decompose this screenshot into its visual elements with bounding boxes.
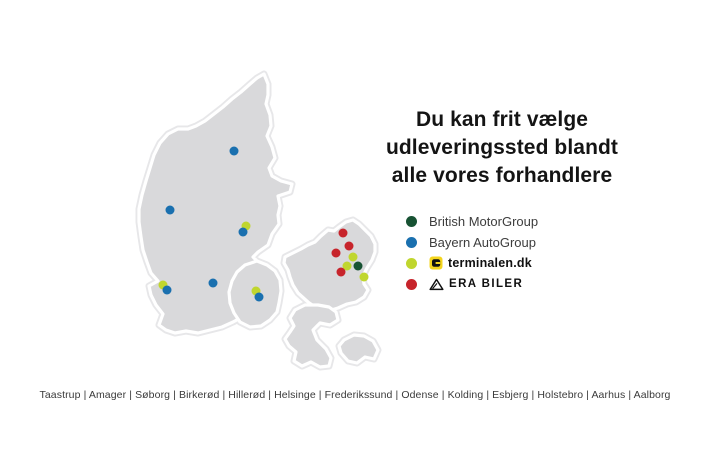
era-biler-dot-icon: [406, 278, 417, 290]
legend-label: British MotorGroup: [429, 213, 539, 229]
map-location-dot: [336, 267, 346, 277]
legend-item-bayern-autogroup: Bayern AutoGroup: [406, 234, 538, 250]
map-location-dot: [342, 261, 352, 271]
map-location-dot: [338, 228, 348, 238]
terminalen-dot-icon: [406, 257, 417, 269]
map-location-dot: [344, 241, 354, 251]
map-location-dot: [359, 272, 369, 282]
map-location-dot: [208, 278, 218, 288]
legend-label: Bayern AutoGroup: [429, 234, 536, 250]
page-title: Du kan frit vælge udleveringssted blandt…: [385, 108, 619, 187]
legend-item-british-motorgroup: British MotorGroup: [406, 213, 539, 229]
map-location-dot: [238, 227, 248, 237]
map-location-dot: [348, 252, 358, 262]
map-location-dot: [162, 285, 172, 295]
terminalen-logo: terminalen.dk: [429, 256, 532, 270]
era-biler-logo: ERA BILER: [429, 278, 523, 291]
terminalen-logo-icon: [429, 256, 443, 270]
legend-item-terminalen: terminalen.dk: [406, 256, 538, 270]
map-location-dot: [331, 248, 341, 258]
map-location-dot: [165, 205, 175, 215]
southeast-islands-landmass: [337, 333, 380, 365]
era-biler-logo-text: ERA BILER: [449, 278, 524, 290]
dealer-cities: Taastrup | Amager | Søborg | Birkerød | …: [39, 389, 671, 401]
dealer-legend: British MotorGroup Bayern AutoGroup term…: [406, 214, 538, 291]
map-location-dot: [254, 292, 264, 302]
map-location-dot: [353, 261, 363, 271]
bayern-autogroup-dot-icon: [406, 236, 417, 248]
legend-item-era-biler: ERA BILER: [406, 277, 538, 291]
terminalen-logo-text: terminalen.dk: [448, 256, 532, 270]
map-location-dot: [229, 146, 239, 156]
era-biler-logo-icon: [429, 278, 444, 290]
british-motorgroup-dot-icon: [406, 215, 417, 227]
map-dots-layer: [158, 146, 369, 302]
